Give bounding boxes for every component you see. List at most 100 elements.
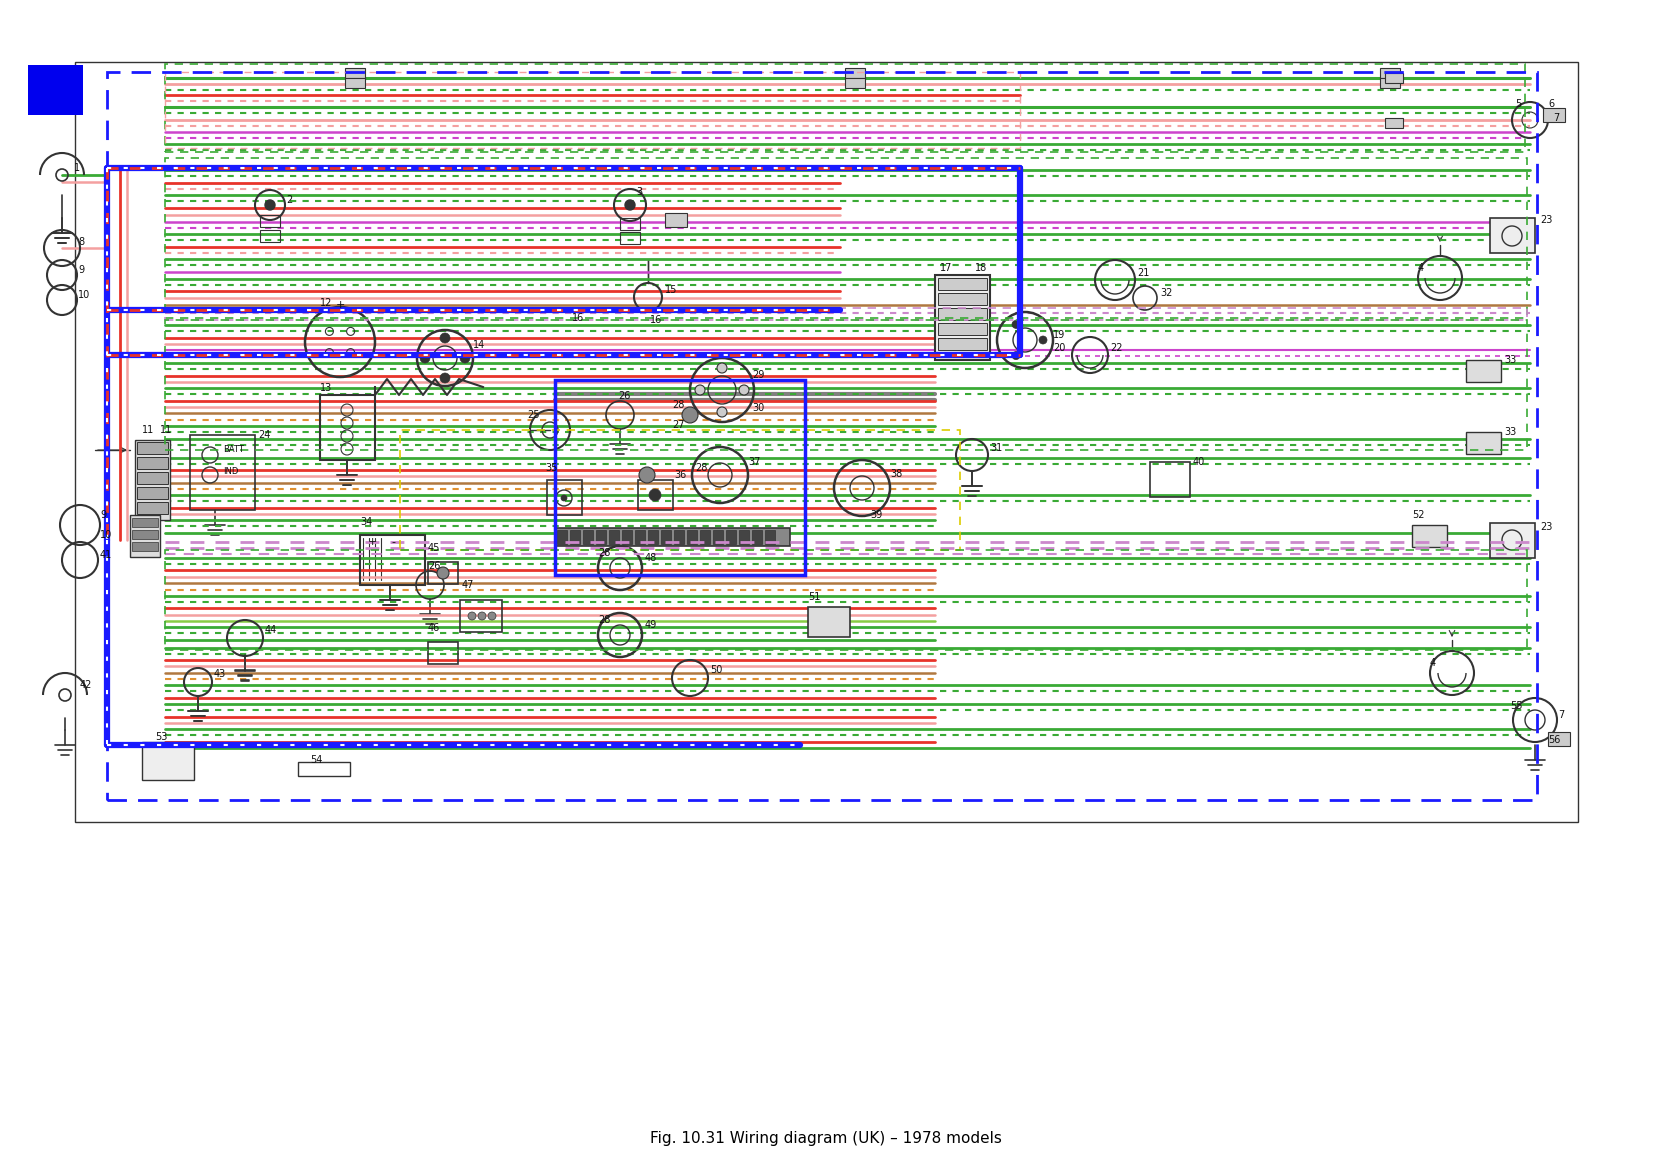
Bar xyxy=(937,278,987,290)
Bar xyxy=(165,72,1020,148)
Bar xyxy=(132,542,159,551)
Circle shape xyxy=(436,567,450,579)
Bar xyxy=(937,338,987,350)
Bar xyxy=(808,607,850,637)
Text: 7: 7 xyxy=(1554,113,1559,123)
Text: 3: 3 xyxy=(636,187,641,198)
Circle shape xyxy=(694,385,704,395)
Bar xyxy=(165,64,1526,152)
Bar xyxy=(1380,78,1400,88)
Bar xyxy=(665,213,688,227)
Text: 23: 23 xyxy=(1541,523,1552,532)
Bar xyxy=(460,600,503,632)
Text: 10: 10 xyxy=(78,290,91,300)
Text: 16: 16 xyxy=(572,313,584,323)
Text: 28: 28 xyxy=(694,463,707,473)
Text: 1: 1 xyxy=(74,162,79,173)
Bar xyxy=(845,68,865,78)
Text: 26: 26 xyxy=(428,561,440,570)
Bar xyxy=(1466,360,1501,382)
Text: 5: 5 xyxy=(1516,99,1521,109)
Circle shape xyxy=(625,200,635,210)
Circle shape xyxy=(560,494,567,502)
Circle shape xyxy=(739,385,749,395)
Bar xyxy=(321,395,375,459)
Circle shape xyxy=(717,407,727,417)
Text: 32: 32 xyxy=(1160,288,1172,298)
Text: 28: 28 xyxy=(598,548,610,558)
Text: 20: 20 xyxy=(1053,343,1066,353)
Text: 7: 7 xyxy=(1559,710,1564,720)
Bar xyxy=(635,530,645,544)
Text: 29: 29 xyxy=(752,371,764,380)
Bar xyxy=(674,530,684,544)
Circle shape xyxy=(1040,336,1046,344)
Text: 33: 33 xyxy=(1504,355,1516,365)
Text: 28: 28 xyxy=(673,400,684,410)
Text: +: + xyxy=(336,300,345,310)
Text: 11: 11 xyxy=(160,426,172,435)
Bar xyxy=(648,530,658,544)
Text: 54: 54 xyxy=(311,755,322,765)
Text: 17: 17 xyxy=(941,263,952,274)
Text: 8: 8 xyxy=(78,237,84,247)
Bar xyxy=(620,217,640,230)
Text: -: - xyxy=(392,537,395,547)
Bar xyxy=(620,231,640,244)
Bar xyxy=(260,215,279,227)
Bar xyxy=(661,530,671,544)
Text: 38: 38 xyxy=(889,469,903,479)
Bar xyxy=(137,472,169,484)
Bar xyxy=(555,528,790,546)
Text: 22: 22 xyxy=(1111,343,1122,353)
Bar xyxy=(1385,118,1403,127)
Text: 41: 41 xyxy=(99,549,112,560)
Text: 34: 34 xyxy=(360,517,372,527)
Text: 36: 36 xyxy=(674,470,686,480)
Bar xyxy=(570,530,580,544)
Text: 14: 14 xyxy=(473,340,486,350)
Circle shape xyxy=(1012,320,1020,328)
Text: 18: 18 xyxy=(975,263,987,274)
Bar xyxy=(752,530,762,544)
Text: BATT: BATT xyxy=(223,445,245,455)
Bar xyxy=(597,530,607,544)
Text: 4: 4 xyxy=(1430,658,1436,667)
Bar xyxy=(936,275,990,360)
Bar xyxy=(345,78,365,88)
Bar xyxy=(584,530,593,544)
Bar xyxy=(74,62,1579,822)
Text: 26: 26 xyxy=(618,390,630,401)
Text: 49: 49 xyxy=(645,620,658,630)
Text: 30: 30 xyxy=(752,403,764,413)
Text: 33: 33 xyxy=(1504,427,1516,437)
Bar xyxy=(1489,217,1536,253)
Bar xyxy=(428,562,458,584)
Bar xyxy=(165,320,1527,450)
Text: 48: 48 xyxy=(645,553,658,563)
Circle shape xyxy=(683,407,698,423)
Text: 52: 52 xyxy=(1412,510,1425,520)
Text: 27: 27 xyxy=(673,420,684,430)
Text: 42: 42 xyxy=(79,680,93,690)
Text: 37: 37 xyxy=(749,457,760,466)
Bar xyxy=(260,230,279,242)
Text: 15: 15 xyxy=(665,285,678,295)
Bar xyxy=(360,535,425,584)
Text: 19: 19 xyxy=(1053,330,1065,340)
Circle shape xyxy=(650,489,661,502)
Text: 53: 53 xyxy=(155,732,167,742)
Text: 46: 46 xyxy=(428,623,440,632)
Text: 43: 43 xyxy=(213,669,226,679)
Bar xyxy=(555,380,805,575)
Text: 10: 10 xyxy=(99,530,112,540)
Text: 40: 40 xyxy=(1193,457,1205,466)
Bar xyxy=(547,480,582,516)
Bar xyxy=(1150,462,1190,497)
Text: 56: 56 xyxy=(1547,735,1560,745)
Bar xyxy=(137,487,169,499)
Text: 24: 24 xyxy=(258,430,271,440)
Circle shape xyxy=(640,466,655,483)
Text: +: + xyxy=(367,537,377,547)
Bar xyxy=(298,762,350,776)
